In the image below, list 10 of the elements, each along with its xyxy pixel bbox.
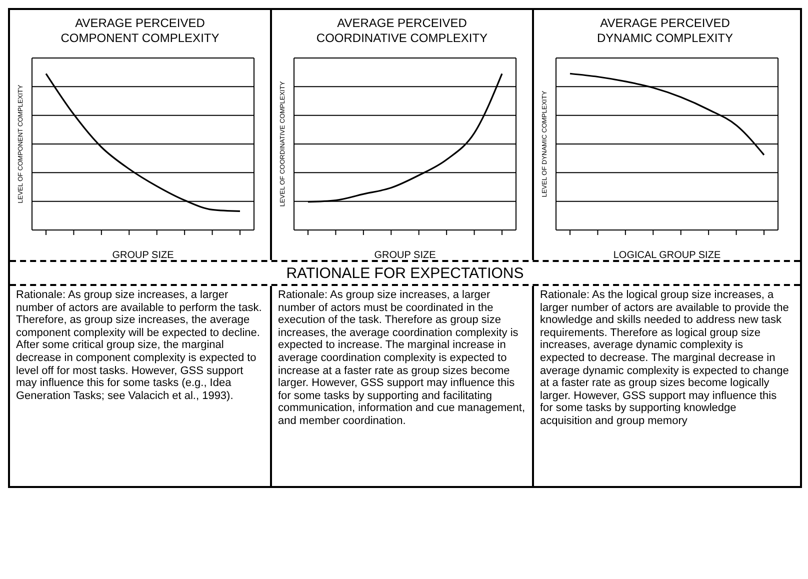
x-axis-title: LOGICAL GROUP SIZE [613,250,721,261]
text: Rationale: As the logical group size increases, a larger number of actors are available to provide the knowledge and skills needed to address new task requirements. Therefore as logical group size increases, average dynamic complexity is expected to decrease. The marginal decrease in average dynamic complexity is expected to change at a faster rate as group sizes become logically larger. However, GSS support may influence this for some tasks by supporting knowledge acquisition and group memory [540,289,789,427]
x-axis-title: GROUP SIZE [374,250,436,261]
chart-title: AVERAGE PERCEIVED COMPONENT COMPLEXITY [60,16,220,47]
x-axis-title: GROUP SIZE [112,250,174,261]
text: Rationale: As group size increases, a larger number of actors must be coordinated in the execution of the task. Therefore as group size increases, the average coordination complexity is expected to increase. The marginal increase in average coordination complexity is expected to increase at a faster rate as group sizes become larger. However, GSS support may influence this for some tasks by supporting and facilitating communication, information and cue management, and member coordination. [278,289,526,427]
text: RATIONALE FOR EXPECTATIONS [10,260,800,284]
chart-title: AVERAGE PERCEIVED COORDINATIVE COMPLEXITY [315,16,489,47]
text: Rationale: As group size increases, a larger number of actors are available to perform the task. Therefore, as group size increases, the average component complexity will be expected to decline. After some critical group size, the marginal decrease in component complexity is expected to level off for most tasks. However, GSS support may influence this for some tasks (e.g., Idea Generation Tasks; see Valacich et al., 1993). [16,289,262,402]
chart-title: AVERAGE PERCEIVED DYNAMIC COMPLEXITY [596,16,734,47]
